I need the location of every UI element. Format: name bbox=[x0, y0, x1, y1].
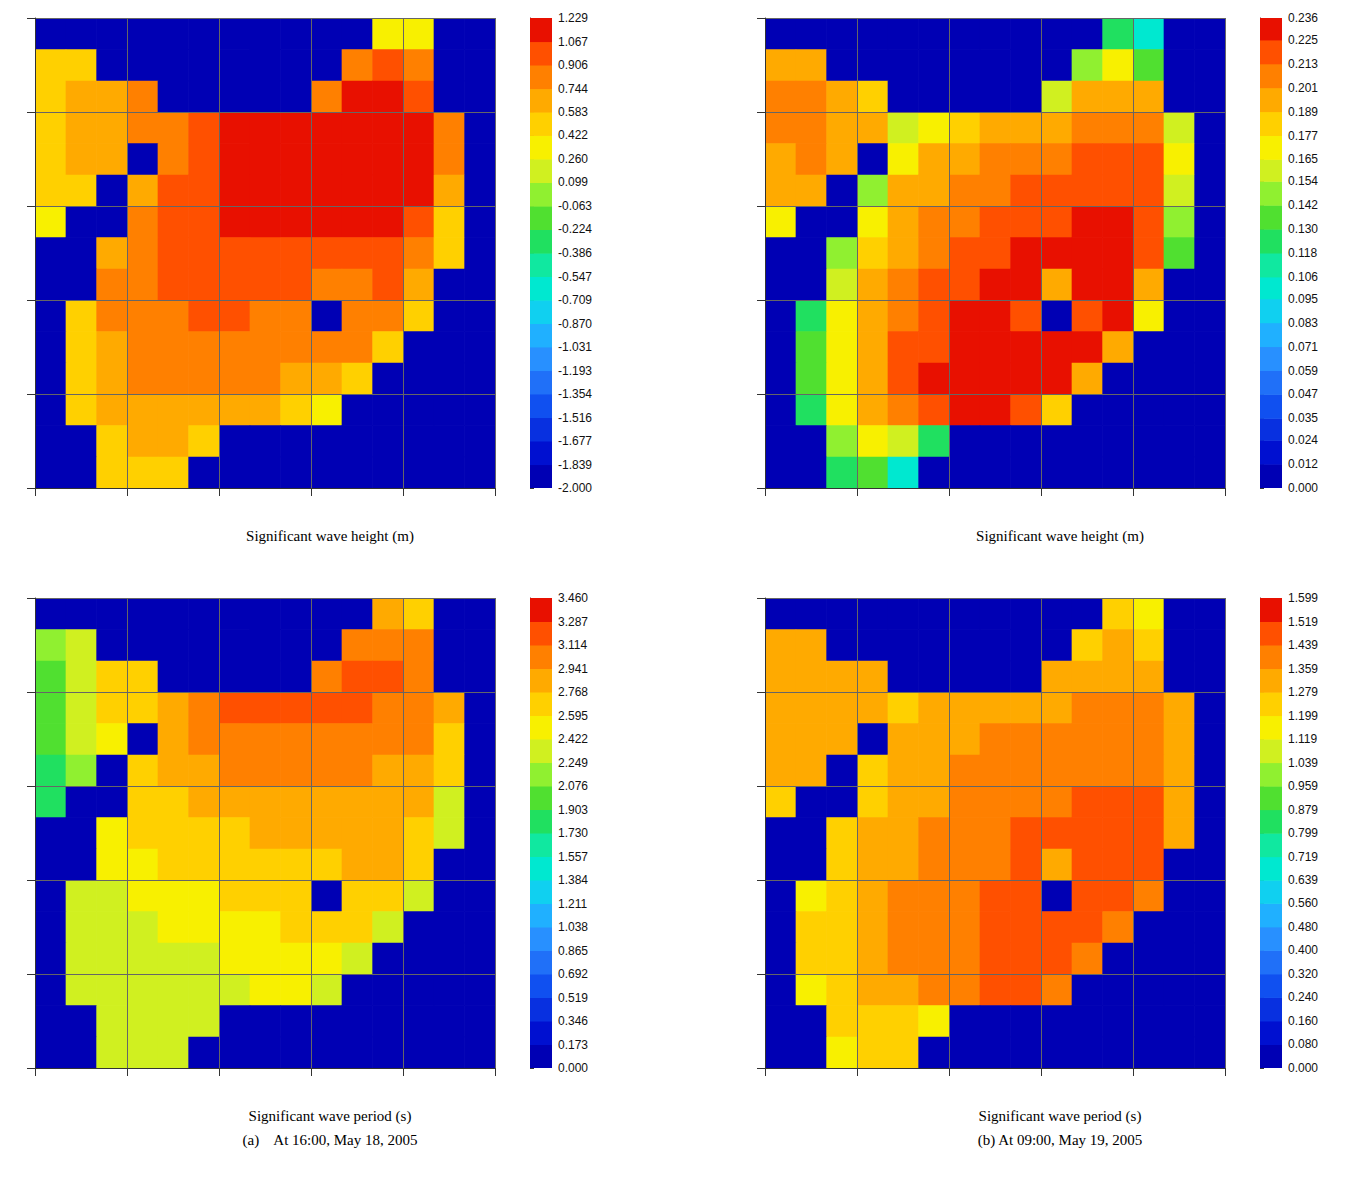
svg-text:-1.516: -1.516 bbox=[558, 411, 592, 425]
svg-text:0.422: 0.422 bbox=[558, 128, 588, 142]
svg-text:0.744: 0.744 bbox=[558, 82, 588, 96]
svg-text:1.359: 1.359 bbox=[1288, 662, 1318, 676]
svg-text:0.906: 0.906 bbox=[558, 58, 588, 72]
svg-text:0.059: 0.059 bbox=[1288, 364, 1318, 378]
svg-text:2.595: 2.595 bbox=[558, 709, 588, 723]
svg-text:-0.709: -0.709 bbox=[558, 293, 592, 307]
svg-text:0.719: 0.719 bbox=[1288, 850, 1318, 864]
svg-text:0.240: 0.240 bbox=[1288, 990, 1318, 1004]
svg-text:1.211: 1.211 bbox=[558, 897, 587, 911]
svg-text:1.119: 1.119 bbox=[1288, 732, 1317, 746]
svg-text:Significant wave period (s): Significant wave period (s) bbox=[249, 1108, 412, 1125]
svg-text:0.083: 0.083 bbox=[1288, 316, 1318, 330]
svg-text:0.130: 0.130 bbox=[1288, 222, 1318, 236]
svg-text:3.287: 3.287 bbox=[558, 615, 588, 629]
svg-text:2.249: 2.249 bbox=[558, 756, 588, 770]
svg-text:-0.870: -0.870 bbox=[558, 317, 592, 331]
svg-text:0.201: 0.201 bbox=[1288, 81, 1318, 95]
svg-text:-0.063: -0.063 bbox=[558, 199, 592, 213]
svg-text:1.903: 1.903 bbox=[558, 803, 588, 817]
svg-text:0.099: 0.099 bbox=[558, 175, 588, 189]
svg-text:3.114: 3.114 bbox=[558, 638, 587, 652]
svg-text:0.639: 0.639 bbox=[1288, 873, 1318, 887]
svg-text:0.095: 0.095 bbox=[1288, 292, 1318, 306]
svg-text:0.879: 0.879 bbox=[1288, 803, 1318, 817]
svg-text:2.076: 2.076 bbox=[558, 779, 588, 793]
svg-text:0.080: 0.080 bbox=[1288, 1037, 1318, 1051]
svg-text:0.000: 0.000 bbox=[1288, 481, 1318, 495]
svg-text:0.560: 0.560 bbox=[1288, 896, 1318, 910]
svg-text:0.071: 0.071 bbox=[1288, 340, 1318, 354]
svg-text:0.106: 0.106 bbox=[1288, 270, 1318, 284]
svg-text:-0.547: -0.547 bbox=[558, 270, 592, 284]
svg-text:-0.224: -0.224 bbox=[558, 222, 592, 236]
svg-text:-1.677: -1.677 bbox=[558, 434, 592, 448]
svg-text:0.160: 0.160 bbox=[1288, 1014, 1318, 1028]
svg-text:0.000: 0.000 bbox=[1288, 1061, 1318, 1075]
svg-text:Significant wave height (m): Significant wave height (m) bbox=[976, 528, 1144, 545]
svg-text:2.768: 2.768 bbox=[558, 685, 588, 699]
svg-text:0.346: 0.346 bbox=[558, 1014, 588, 1028]
svg-text:1.279: 1.279 bbox=[1288, 685, 1318, 699]
svg-text:0.236: 0.236 bbox=[1288, 11, 1318, 25]
svg-text:1.199: 1.199 bbox=[1288, 709, 1318, 723]
svg-text:3.460: 3.460 bbox=[558, 591, 588, 605]
svg-text:0.400: 0.400 bbox=[1288, 943, 1318, 957]
svg-text:0.959: 0.959 bbox=[1288, 779, 1318, 793]
svg-text:0.000: 0.000 bbox=[558, 1061, 588, 1075]
svg-text:0.047: 0.047 bbox=[1288, 387, 1318, 401]
svg-text:0.583: 0.583 bbox=[558, 105, 588, 119]
svg-text:Significant wave height (m): Significant wave height (m) bbox=[246, 528, 414, 545]
svg-text:0.012: 0.012 bbox=[1288, 457, 1318, 471]
svg-text:0.799: 0.799 bbox=[1288, 826, 1318, 840]
svg-text:1.599: 1.599 bbox=[1288, 591, 1318, 605]
svg-text:0.035: 0.035 bbox=[1288, 411, 1318, 425]
svg-text:0.118: 0.118 bbox=[1288, 246, 1317, 260]
svg-text:0.165: 0.165 bbox=[1288, 152, 1318, 166]
svg-text:(a) At 16:00, May 18, 2005: (a) At 16:00, May 18, 2005 bbox=[243, 1132, 418, 1149]
svg-text:1.730: 1.730 bbox=[558, 826, 588, 840]
svg-text:1.384: 1.384 bbox=[558, 873, 588, 887]
svg-text:-2.000: -2.000 bbox=[558, 481, 592, 495]
svg-text:0.225: 0.225 bbox=[1288, 33, 1318, 47]
svg-text:-1.031: -1.031 bbox=[558, 340, 592, 354]
svg-text:1.557: 1.557 bbox=[558, 850, 588, 864]
svg-text:0.024: 0.024 bbox=[1288, 433, 1318, 447]
svg-text:0.189: 0.189 bbox=[1288, 105, 1318, 119]
svg-text:1.229: 1.229 bbox=[558, 11, 588, 25]
svg-text:0.260: 0.260 bbox=[558, 152, 588, 166]
svg-text:0.692: 0.692 bbox=[558, 967, 588, 981]
svg-text:0.480: 0.480 bbox=[1288, 920, 1318, 934]
svg-text:2.422: 2.422 bbox=[558, 732, 588, 746]
svg-text:1.039: 1.039 bbox=[1288, 756, 1318, 770]
svg-text:0.154: 0.154 bbox=[1288, 174, 1318, 188]
svg-text:2.941: 2.941 bbox=[558, 662, 588, 676]
svg-text:1.519: 1.519 bbox=[1288, 615, 1318, 629]
svg-text:1.439: 1.439 bbox=[1288, 638, 1318, 652]
svg-text:(b) At 09:00, May 19, 2005: (b) At 09:00, May 19, 2005 bbox=[978, 1132, 1143, 1149]
svg-text:0.519: 0.519 bbox=[558, 991, 588, 1005]
svg-text:0.177: 0.177 bbox=[1288, 129, 1318, 143]
svg-text:0.865: 0.865 bbox=[558, 944, 588, 958]
svg-text:Significant wave period (s): Significant wave period (s) bbox=[979, 1108, 1142, 1125]
svg-text:0.173: 0.173 bbox=[558, 1038, 588, 1052]
svg-text:0.213: 0.213 bbox=[1288, 57, 1318, 71]
svg-text:0.142: 0.142 bbox=[1288, 198, 1318, 212]
svg-text:-0.386: -0.386 bbox=[558, 246, 592, 260]
svg-text:-1.193: -1.193 bbox=[558, 364, 592, 378]
svg-text:-1.839: -1.839 bbox=[558, 458, 592, 472]
svg-text:0.320: 0.320 bbox=[1288, 967, 1318, 981]
svg-text:1.038: 1.038 bbox=[558, 920, 588, 934]
svg-text:1.067: 1.067 bbox=[558, 35, 588, 49]
svg-text:-1.354: -1.354 bbox=[558, 387, 592, 401]
